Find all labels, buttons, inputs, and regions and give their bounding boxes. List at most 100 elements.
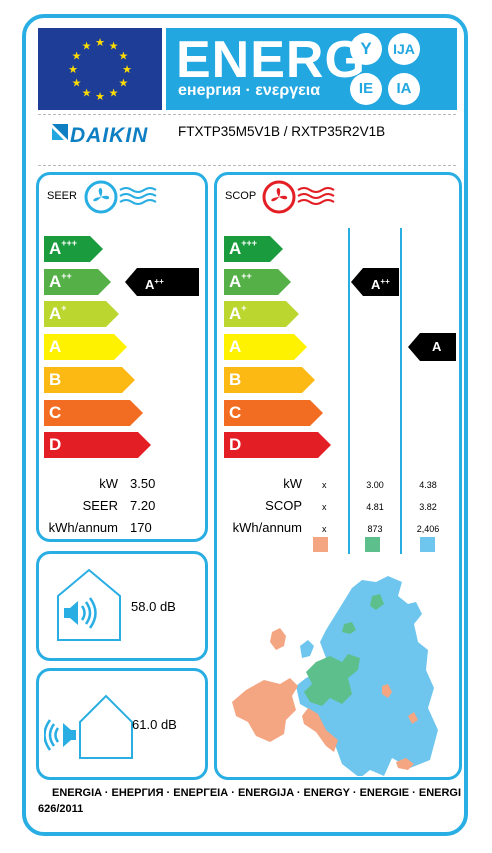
seer-class-arrow: A — [44, 334, 127, 361]
seer-class-arrow-tip — [122, 366, 135, 393]
scop-class-arrow-tip — [310, 399, 323, 426]
seer-class-arrow: A++ — [44, 268, 111, 295]
eu-star-icon: ★ — [72, 51, 82, 63]
colder-zone-divider — [400, 228, 402, 554]
scop-class-arrow-tip — [294, 334, 307, 361]
scop-row-x-scop: x — [322, 502, 327, 512]
footer-energy-languages: ENERGIA · ЕНЕРГИЯ · ΕΝΕΡΓΕΙΑ · ENERGIJA … — [52, 787, 462, 799]
colder-zone-swatch — [420, 537, 435, 552]
seer-class-marker: A++ — [125, 268, 199, 296]
lang-circle-ia: IA — [388, 73, 420, 105]
eu-star-icon: ★ — [82, 41, 92, 53]
seer-class-letter: A — [49, 337, 62, 357]
scop-class-bar — [224, 236, 270, 262]
scop-average-marker-letter: A — [371, 277, 381, 293]
scop-class-letter: C — [229, 402, 242, 422]
scop-row-x-kwh: x — [322, 524, 327, 534]
brand-name: DAIKIN — [70, 124, 149, 147]
eu-star-icon: ★ — [95, 91, 105, 103]
scop-class-letter: D — [229, 435, 242, 455]
seer-class-arrow: A+ — [44, 301, 119, 328]
scop-colder-marker-letter: A — [432, 339, 442, 354]
scop-class-arrow-tip — [270, 236, 283, 262]
seer-marker-sup: ++ — [154, 277, 164, 286]
energ-title: ENERG — [176, 31, 366, 89]
scop-class-arrow: A+++ — [224, 236, 283, 262]
seer-label: SEER — [47, 190, 77, 202]
seer-class-arrow-tip — [106, 301, 119, 328]
scop-class-arrow-tip — [302, 366, 315, 393]
seer-row-value-seer: 7.20 — [130, 498, 156, 513]
model-number: FTXTP35M5V1B / RXTP35R2V1B — [178, 124, 386, 139]
seer-class-arrow: C — [44, 399, 143, 426]
seer-class-bar — [44, 301, 106, 328]
seer-marker-letter: A — [145, 277, 155, 293]
seer-class-arrow-tip — [138, 432, 151, 459]
scop-row-x-kw: x — [322, 480, 327, 490]
seer-class-bar — [44, 236, 90, 262]
scop-class-arrow: D — [224, 432, 331, 459]
seer-class-bar — [44, 399, 130, 426]
scop-row-cold-kwh: 2,406 — [416, 524, 440, 534]
scop-row-label-scop: SCOP — [265, 498, 302, 513]
scop-row-label-kw: kW — [283, 476, 302, 491]
scop-class-arrow-tip — [318, 432, 331, 459]
scop-class-arrow: A++ — [224, 268, 291, 295]
scop-row-avg-kwh: 873 — [367, 524, 383, 534]
seer-class-bar — [44, 268, 98, 295]
scop-class-arrow: A+ — [224, 301, 299, 328]
scop-class-letter: A — [229, 337, 242, 357]
outdoor-noise-value: 61.0 dB — [132, 717, 177, 732]
scop-class-arrow: A — [224, 334, 307, 361]
scop-class-letter: A+ — [229, 303, 247, 324]
scop-row-label-kwh: kWh/annum — [232, 520, 302, 535]
warm-zone-swatch — [313, 537, 328, 552]
seer-class-bar — [44, 432, 138, 459]
seer-class-letter: C — [49, 402, 62, 422]
seer-class-letter: A+++ — [49, 238, 78, 258]
eu-star-icon: ★ — [68, 64, 78, 76]
scop-row-avg-kw: 3.00 — [366, 480, 384, 490]
lang-circle-ija: IJA — [388, 33, 420, 65]
scop-row-avg-scop: 4.81 — [366, 502, 384, 512]
average-zone-divider — [348, 228, 350, 554]
indoor-db-unit: dB — [159, 599, 176, 614]
outdoor-speaker-house-icon — [44, 694, 133, 759]
heating-fan-icon — [262, 180, 335, 214]
scop-class-arrow-tip — [286, 301, 299, 328]
seer-class-letter: A++ — [49, 270, 72, 291]
brand-row — [38, 114, 456, 166]
cooling-fan-icon — [84, 180, 157, 214]
eu-star-icon: ★ — [118, 78, 128, 90]
seer-class-letter: B — [49, 369, 62, 389]
eu-star-icon: ★ — [72, 78, 82, 90]
scop-class-bar — [224, 366, 302, 393]
eu-star-icon: ★ — [82, 87, 92, 99]
seer-class-arrow-tip — [98, 268, 111, 295]
indoor-speaker-house-icon — [57, 568, 121, 641]
scop-class-bar — [224, 268, 278, 295]
footer-regulation: 626/2011 — [38, 803, 84, 815]
energ-subtitle: енергия · ενεργεια — [178, 82, 321, 99]
eu-star-icon: ★ — [95, 37, 105, 49]
lang-circle-y: Y — [350, 33, 382, 65]
scop-class-bar — [224, 399, 310, 426]
outdoor-db-unit: dB — [160, 717, 177, 732]
average-zone-swatch — [365, 537, 380, 552]
seer-class-letter: D — [49, 435, 62, 455]
scop-class-arrow: B — [224, 366, 315, 393]
scop-class-bar — [224, 334, 294, 361]
eu-star-icon: ★ — [118, 51, 128, 63]
scop-row-cold-kw: 4.38 — [419, 480, 437, 490]
outdoor-db-number: 61.0 — [132, 717, 158, 732]
scop-label: SCOP — [225, 190, 257, 202]
eu-flag: ★ ★ ★ ★ ★ ★ ★ ★ ★ ★ ★ ★ — [38, 28, 162, 110]
seer-class-arrow: A+++ — [44, 236, 103, 262]
eu-star-icon: ★ — [122, 64, 132, 76]
scop-class-letter: B — [229, 369, 242, 389]
eu-star-icon: ★ — [109, 41, 119, 53]
scop-colder-marker: A — [408, 333, 456, 361]
scop-average-marker: A++ — [351, 268, 399, 296]
seer-class-arrow: D — [44, 432, 151, 459]
seer-class-arrow-tip — [114, 334, 127, 361]
